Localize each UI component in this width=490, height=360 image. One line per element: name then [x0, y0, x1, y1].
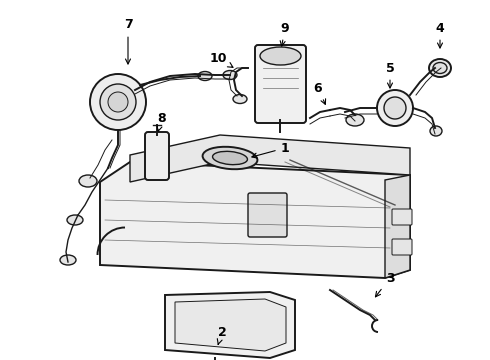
Polygon shape — [175, 299, 286, 351]
Ellipse shape — [429, 59, 451, 77]
Ellipse shape — [233, 94, 247, 104]
FancyBboxPatch shape — [392, 239, 412, 255]
Ellipse shape — [213, 151, 247, 165]
Text: 3: 3 — [375, 271, 394, 297]
Text: 2: 2 — [217, 325, 226, 345]
Text: 5: 5 — [386, 62, 394, 88]
Ellipse shape — [202, 147, 257, 169]
Text: 10: 10 — [209, 51, 233, 67]
Polygon shape — [385, 175, 410, 278]
Text: 4: 4 — [436, 22, 444, 48]
FancyBboxPatch shape — [392, 209, 412, 225]
Circle shape — [377, 90, 413, 126]
Text: 7: 7 — [123, 18, 132, 64]
Text: 1: 1 — [252, 141, 290, 158]
Polygon shape — [165, 292, 295, 358]
Ellipse shape — [430, 126, 442, 136]
Circle shape — [90, 74, 146, 130]
Ellipse shape — [67, 215, 83, 225]
FancyBboxPatch shape — [255, 45, 306, 123]
Polygon shape — [130, 135, 410, 182]
Text: 9: 9 — [280, 22, 289, 46]
Ellipse shape — [198, 72, 212, 81]
Circle shape — [100, 84, 136, 120]
Ellipse shape — [223, 71, 237, 80]
Circle shape — [384, 97, 406, 119]
Text: 8: 8 — [157, 112, 166, 131]
Circle shape — [108, 92, 128, 112]
Ellipse shape — [346, 114, 364, 126]
Ellipse shape — [79, 175, 97, 187]
Ellipse shape — [260, 47, 301, 65]
Ellipse shape — [433, 63, 447, 73]
FancyBboxPatch shape — [248, 193, 287, 237]
Ellipse shape — [60, 255, 76, 265]
Text: 6: 6 — [314, 81, 325, 104]
Polygon shape — [100, 162, 410, 278]
FancyBboxPatch shape — [145, 132, 169, 180]
